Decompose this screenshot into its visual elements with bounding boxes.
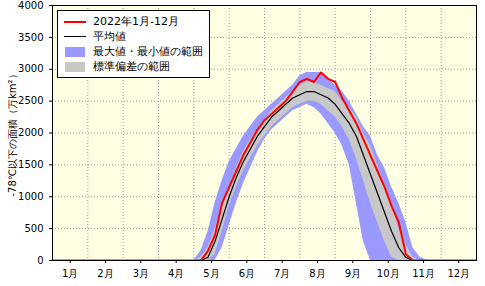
svg-text:500: 500 [24,223,43,234]
svg-text:3000: 3000 [18,63,43,74]
svg-text:1月: 1月 [62,268,78,279]
svg-text:9月: 9月 [345,268,361,279]
svg-text:10月: 10月 [377,268,400,279]
svg-text:7月: 7月 [274,268,290,279]
svg-text:2000: 2000 [18,127,43,138]
html-text:2022年1月-12月: 2022年1月-12月 [93,15,179,28]
svg-text:1500: 1500 [18,159,43,170]
svg-text:12月: 12月 [447,268,470,279]
html-text:標準偏差の範囲: 標準偏差の範囲 [93,60,170,73]
svg-text:4000: 4000 [18,0,43,11]
svg-text:3500: 3500 [18,32,43,43]
svg-text:8月: 8月 [309,268,325,279]
svg-text:1000: 1000 [18,191,43,202]
svg-text:5月: 5月 [203,268,219,279]
svg-text:4月: 4月 [168,268,184,279]
svg-text:2500: 2500 [18,95,43,106]
svg-text:-78℃以下の面積（万km²）: -78℃以下の面積（万km²） [7,69,18,196]
svg-text:6月: 6月 [239,268,255,279]
svg-text:3月: 3月 [133,268,149,279]
html-text:平均値: 平均値 [93,30,126,43]
svg-text:0: 0 [37,255,43,266]
svg-text:11月: 11月 [412,268,435,279]
html-text:最大値・最小値の範囲: 最大値・最小値の範囲 [93,45,203,58]
svg-text:2月: 2月 [97,268,113,279]
